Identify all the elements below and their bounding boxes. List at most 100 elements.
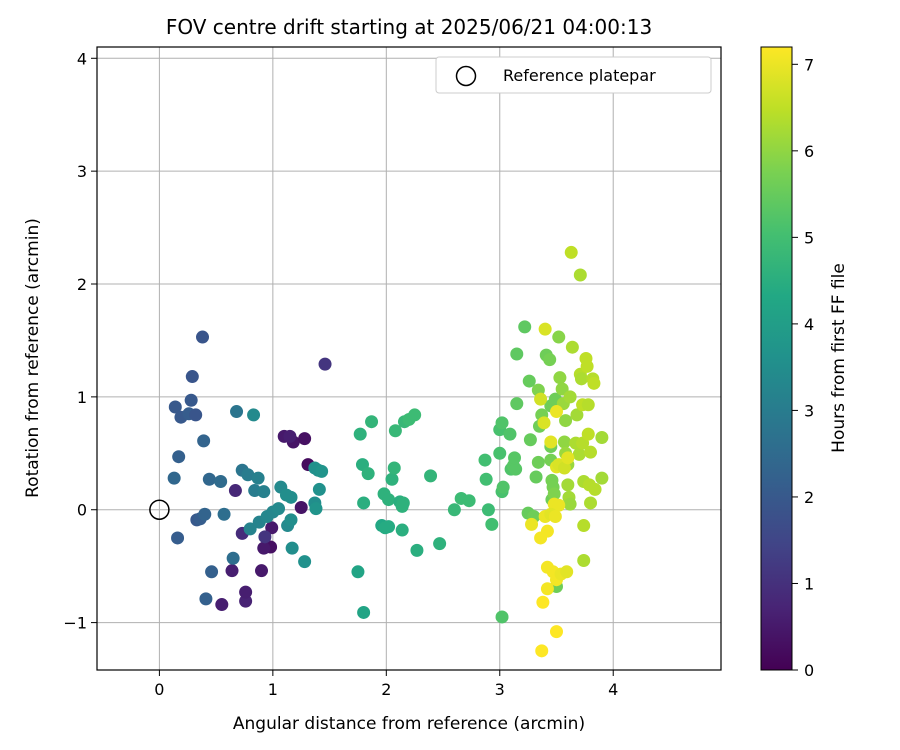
data-point [185,370,199,384]
data-point [560,565,574,579]
x-tick-label: 0 [154,680,164,699]
data-points [167,245,609,658]
data-point [353,427,367,441]
data-point [408,408,422,422]
data-point [510,347,524,361]
legend: Reference platepar [435,56,712,94]
data-point [312,482,326,496]
data-point [294,500,308,514]
x-tick-label: 3 [495,680,505,699]
data-point [424,469,438,483]
data-point [548,510,562,524]
data-point [255,564,269,578]
colorbar-label: Hours from first FF file [829,263,849,453]
data-point [481,503,495,517]
data-point [479,472,493,486]
data-point [258,530,272,544]
data-point [385,472,399,486]
data-point [523,433,537,447]
data-point [581,398,595,412]
data-point [202,472,216,486]
data-point [410,543,424,557]
data-point [172,450,186,464]
data-point [241,468,255,482]
data-point [243,522,257,536]
data-point [382,520,396,534]
data-point [284,490,298,504]
data-point [563,497,577,511]
legend-box [435,56,712,94]
gridlines [97,47,721,670]
y-tick-label: 4 [77,49,87,68]
data-point [198,507,212,521]
data-point [549,405,563,419]
data-point [285,541,299,555]
reference-platepar-marker [149,499,170,520]
data-point [557,461,571,475]
data-point [536,595,550,609]
data-point [531,455,545,469]
data-point [595,431,609,445]
data-point [387,461,401,475]
data-point [447,503,461,517]
data-point [205,565,219,579]
colorbar-ticks: 0 1 2 3 4 5 6 7 [792,55,814,680]
data-point [496,480,510,494]
data-point [357,496,371,510]
plot-frame [96,46,722,671]
data-point [529,470,543,484]
data-point [537,416,551,430]
data-point [555,382,569,396]
data-point [395,499,409,513]
data-point [382,493,396,507]
data-point [572,447,586,461]
x-tick-label: 4 [608,680,618,699]
legend-marker-icon [455,65,477,87]
data-point [168,400,182,414]
data-point [573,268,587,282]
data-point [197,434,211,448]
data-point [167,471,181,485]
data-point [298,432,312,446]
data-point [495,610,509,624]
data-point [587,376,601,390]
data-point [525,517,539,531]
data-point [309,502,323,516]
data-point [581,427,595,441]
data-point [493,446,507,460]
x-tick-label: 1 [268,680,278,699]
data-point [283,429,297,443]
data-point [196,330,210,344]
data-point [433,537,447,551]
data-point [522,374,536,388]
data-point [388,424,402,438]
data-point [184,393,198,407]
colorbar-tick-label: 6 [804,142,814,161]
data-point [544,435,558,449]
data-point [580,359,594,373]
data-point [478,453,492,467]
y-tick-label: −1 [63,614,87,633]
data-point [318,357,332,371]
chart-title: FOV centre drift starting at 2025/06/21 … [166,15,652,39]
y-tick-label: 2 [77,275,87,294]
data-point [557,435,571,449]
data-point [561,451,575,465]
data-point [361,467,375,481]
data-point [395,523,409,537]
y-axis-label: Rotation from reference (arcmin) [23,218,43,498]
data-point [577,554,591,568]
data-point [584,445,598,459]
data-point [230,405,244,419]
data-point [595,471,609,485]
data-point [540,524,554,538]
y-tick-label: 0 [77,501,87,520]
data-point [518,320,532,334]
data-point [251,471,265,485]
data-point [171,531,185,545]
data-point [217,507,231,521]
data-point [584,496,598,510]
x-axis-label: Angular distance from reference (arcmin) [233,714,585,734]
data-point [561,478,575,492]
